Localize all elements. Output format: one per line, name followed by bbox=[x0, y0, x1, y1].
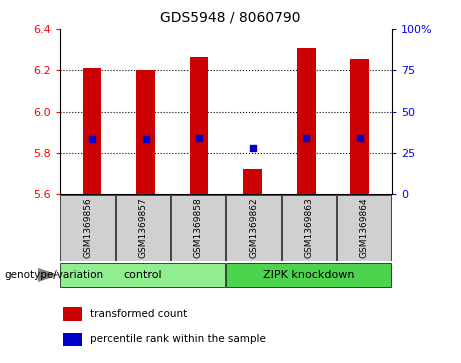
Text: GSM1369856: GSM1369856 bbox=[83, 197, 92, 258]
Bar bbox=[282, 195, 336, 261]
Text: GDS5948 / 8060790: GDS5948 / 8060790 bbox=[160, 11, 301, 25]
Bar bbox=[337, 195, 391, 261]
Bar bbox=[63, 307, 82, 321]
Bar bbox=[63, 333, 82, 346]
Bar bbox=[350, 59, 369, 194]
Text: GSM1369858: GSM1369858 bbox=[194, 197, 203, 258]
Text: GSM1369864: GSM1369864 bbox=[360, 197, 369, 258]
Bar bbox=[190, 57, 208, 194]
Bar bbox=[171, 195, 225, 261]
Text: transformed count: transformed count bbox=[90, 309, 187, 319]
Text: control: control bbox=[124, 270, 162, 280]
Bar bbox=[226, 263, 391, 287]
Bar bbox=[297, 48, 316, 194]
Bar bbox=[136, 70, 155, 194]
Text: percentile rank within the sample: percentile rank within the sample bbox=[90, 334, 266, 344]
Bar bbox=[243, 170, 262, 194]
Polygon shape bbox=[38, 268, 59, 282]
Bar bbox=[60, 195, 115, 261]
Bar bbox=[60, 263, 225, 287]
Bar bbox=[83, 68, 101, 194]
Text: GSM1369862: GSM1369862 bbox=[249, 197, 258, 258]
Bar bbox=[226, 195, 281, 261]
Text: GSM1369857: GSM1369857 bbox=[138, 197, 148, 258]
Text: ZIPK knockdown: ZIPK knockdown bbox=[263, 270, 355, 280]
Text: genotype/variation: genotype/variation bbox=[5, 270, 104, 280]
Bar bbox=[116, 195, 170, 261]
Text: GSM1369863: GSM1369863 bbox=[304, 197, 313, 258]
